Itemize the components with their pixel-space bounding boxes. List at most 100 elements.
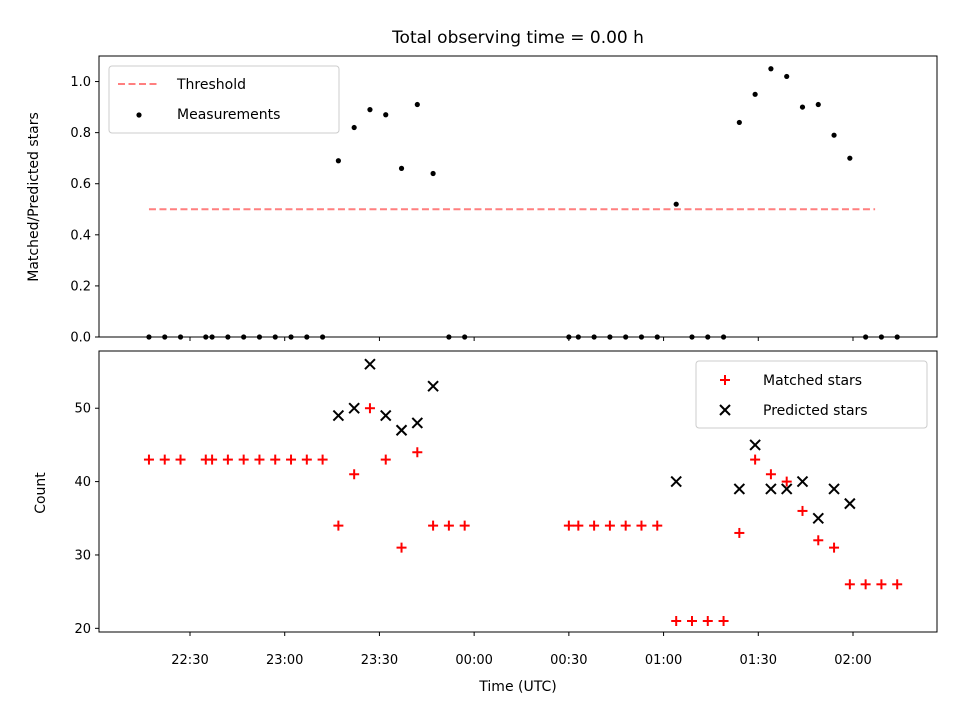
matched-star-point xyxy=(443,520,454,531)
matched-star-point xyxy=(813,535,824,546)
x-tick-label: 23:00 xyxy=(266,653,303,668)
y-tick-label-bottom: 20 xyxy=(74,622,91,637)
legend-predicted-swatch-b xyxy=(719,404,731,416)
predicted-star-point xyxy=(765,483,777,495)
top-panel: 0.0 0.2 0.4 0.6 0.8 1.0 Threshold Measurements xyxy=(70,55,938,346)
x-b xyxy=(765,483,777,495)
x-b xyxy=(780,483,793,495)
predicted-star-point xyxy=(844,497,856,510)
matched-star-point xyxy=(159,454,170,465)
matched-star-point xyxy=(459,520,470,531)
x-tick-label: 01:00 xyxy=(645,653,682,668)
matched-star-point xyxy=(636,520,647,531)
matched-star-point xyxy=(207,454,218,465)
legend-top-box xyxy=(108,65,340,134)
matched-star-point xyxy=(175,454,186,465)
measurement-point xyxy=(351,124,357,131)
legend-bottom-box xyxy=(695,360,928,429)
predicted-star-point xyxy=(380,409,392,422)
matched-star-point xyxy=(333,520,344,531)
matched-star-point xyxy=(652,520,663,531)
y-tick-label-top: 0.4 xyxy=(70,228,91,243)
measurement-point xyxy=(383,112,389,118)
matched-star-point xyxy=(286,454,297,465)
predicted-star-point xyxy=(812,512,824,524)
x-tick-label: 00:00 xyxy=(455,653,492,668)
predicted-star-point xyxy=(733,483,746,495)
legend-matched-label: Matched stars xyxy=(763,373,862,389)
matched-star-point xyxy=(844,579,855,590)
predicted-star-point xyxy=(411,417,424,429)
measurement-point xyxy=(815,101,821,108)
matched-star-point xyxy=(860,579,871,590)
predicted-star-point xyxy=(749,439,761,451)
y-tick-label-top: 0.2 xyxy=(70,279,91,294)
matched-star-point xyxy=(671,615,682,626)
legend-bottom: Matched stars Predicted stars xyxy=(695,360,928,429)
x-b xyxy=(332,409,345,422)
matched-star-point xyxy=(364,403,375,414)
x-tick-label: 00:30 xyxy=(550,653,587,668)
matched-star-point xyxy=(829,542,840,553)
predicted-star-point xyxy=(332,409,345,422)
matched-star-point xyxy=(270,454,281,465)
matched-star-point xyxy=(702,615,713,626)
x-b xyxy=(395,424,408,436)
matched-star-point xyxy=(317,454,328,465)
matched-star-point xyxy=(222,454,233,465)
y-tick-label-top: 1.0 xyxy=(70,75,91,90)
x-tick-label: 01:30 xyxy=(740,653,777,668)
x-b xyxy=(427,380,439,392)
y-tick-label-top: 0.0 xyxy=(70,331,91,346)
matched-star-point xyxy=(734,527,745,538)
measurement-point xyxy=(768,66,774,72)
measurement-point xyxy=(736,119,742,126)
predicted-star-point xyxy=(780,483,793,495)
x-axis-label: Time (UTC) xyxy=(478,679,556,695)
y-tick-label-top: 0.6 xyxy=(70,177,91,192)
measurement-point xyxy=(799,104,806,110)
predicted-star-point xyxy=(427,380,439,392)
matched-star-point xyxy=(301,454,312,465)
x-b xyxy=(380,409,392,422)
measurement-point xyxy=(367,107,373,113)
predicted-star-point xyxy=(670,475,682,488)
matched-star-point xyxy=(686,615,697,626)
matched-star-point xyxy=(892,579,903,590)
measurement-point xyxy=(784,73,790,80)
matched-star-point xyxy=(396,542,407,553)
x-tick-label: 23:30 xyxy=(361,653,398,668)
measurement-point xyxy=(673,201,679,207)
measurement-point xyxy=(398,165,405,171)
matched-star-point xyxy=(620,520,631,531)
measurement-point xyxy=(847,155,853,161)
predicted-star-point xyxy=(348,402,360,414)
y-axis-label-bottom: Count xyxy=(33,472,49,514)
measurement-point xyxy=(414,101,420,108)
measurement-point xyxy=(752,91,758,97)
measurement-point xyxy=(430,170,436,177)
x-b xyxy=(812,512,824,524)
matched-star-point xyxy=(254,454,265,465)
chart-title: Total observing time = 0.00 h xyxy=(391,28,644,48)
matched-star-point xyxy=(604,520,615,531)
x-tick-label: 02:00 xyxy=(834,653,871,668)
x-b xyxy=(411,417,424,429)
legend-top: Threshold Measurements xyxy=(108,65,340,134)
bottom-axes-frame xyxy=(98,350,938,633)
x-b xyxy=(749,439,761,451)
x-b xyxy=(844,497,856,510)
legend-predicted-label: Predicted stars xyxy=(763,403,868,419)
legend-measurements-label: Measurements xyxy=(177,107,280,123)
y-tick-label-top: 0.8 xyxy=(70,126,91,141)
x-b xyxy=(348,402,360,414)
matched-star-point xyxy=(349,469,360,480)
y-axis-label-top: Matched/Predicted stars xyxy=(26,112,42,282)
matched-star-point xyxy=(428,520,439,531)
y-tick-label-bottom: 30 xyxy=(74,548,91,563)
legend-measurements-swatch xyxy=(136,112,142,118)
matched-star-point xyxy=(412,447,423,458)
matched-star-point xyxy=(797,505,808,516)
predicted-star-point xyxy=(796,475,809,488)
